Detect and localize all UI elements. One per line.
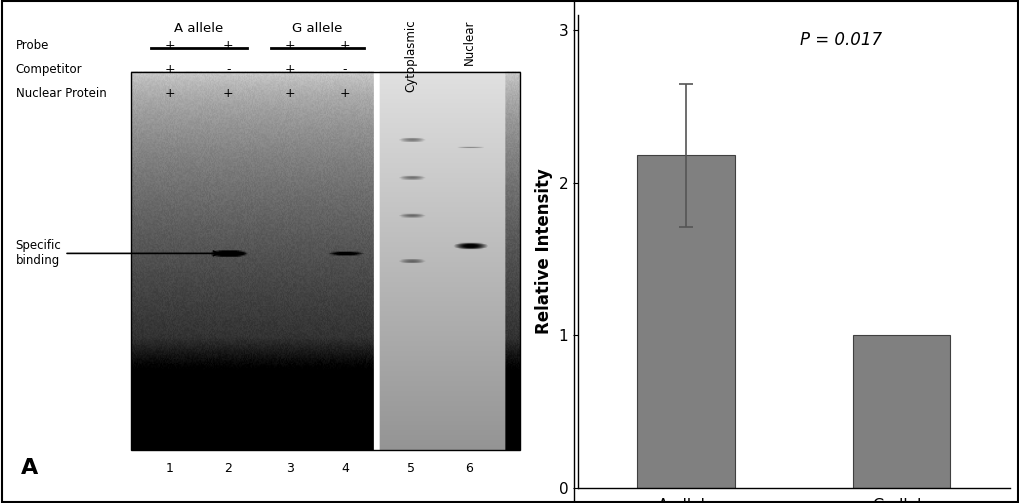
Text: A: A [21, 458, 39, 478]
Text: 6: 6 [465, 462, 473, 475]
Text: A allele: A allele [174, 22, 223, 35]
Text: P = 0.017: P = 0.017 [800, 31, 881, 49]
Text: -: - [225, 63, 230, 76]
Text: Specific
binding: Specific binding [15, 239, 218, 268]
Text: Cytoplasmic: Cytoplasmic [405, 20, 417, 93]
Text: +: + [164, 87, 175, 100]
Text: Probe: Probe [15, 39, 49, 52]
Text: G allele: G allele [292, 22, 342, 35]
Text: +: + [222, 39, 233, 52]
Text: Nuclear: Nuclear [463, 20, 476, 65]
Text: 5: 5 [407, 462, 415, 475]
Text: 4: 4 [340, 462, 348, 475]
Text: 3: 3 [286, 462, 294, 475]
Text: +: + [164, 39, 175, 52]
Text: 2: 2 [224, 462, 232, 475]
Text: -: - [342, 63, 346, 76]
Text: +: + [285, 87, 296, 100]
Bar [637, 155, 734, 488]
Text: +: + [339, 39, 350, 52]
Text: +: + [339, 87, 350, 100]
Text: 1: 1 [166, 462, 173, 475]
Y-axis label: Relative Intensity: Relative Intensity [535, 169, 552, 334]
Bar [853, 336, 950, 488]
Text: +: + [285, 63, 296, 76]
Text: Nuclear Protein: Nuclear Protein [15, 87, 106, 100]
Text: +: + [222, 87, 233, 100]
Text: Competitor: Competitor [15, 63, 83, 76]
Text: +: + [164, 63, 175, 76]
Text: +: + [285, 39, 296, 52]
